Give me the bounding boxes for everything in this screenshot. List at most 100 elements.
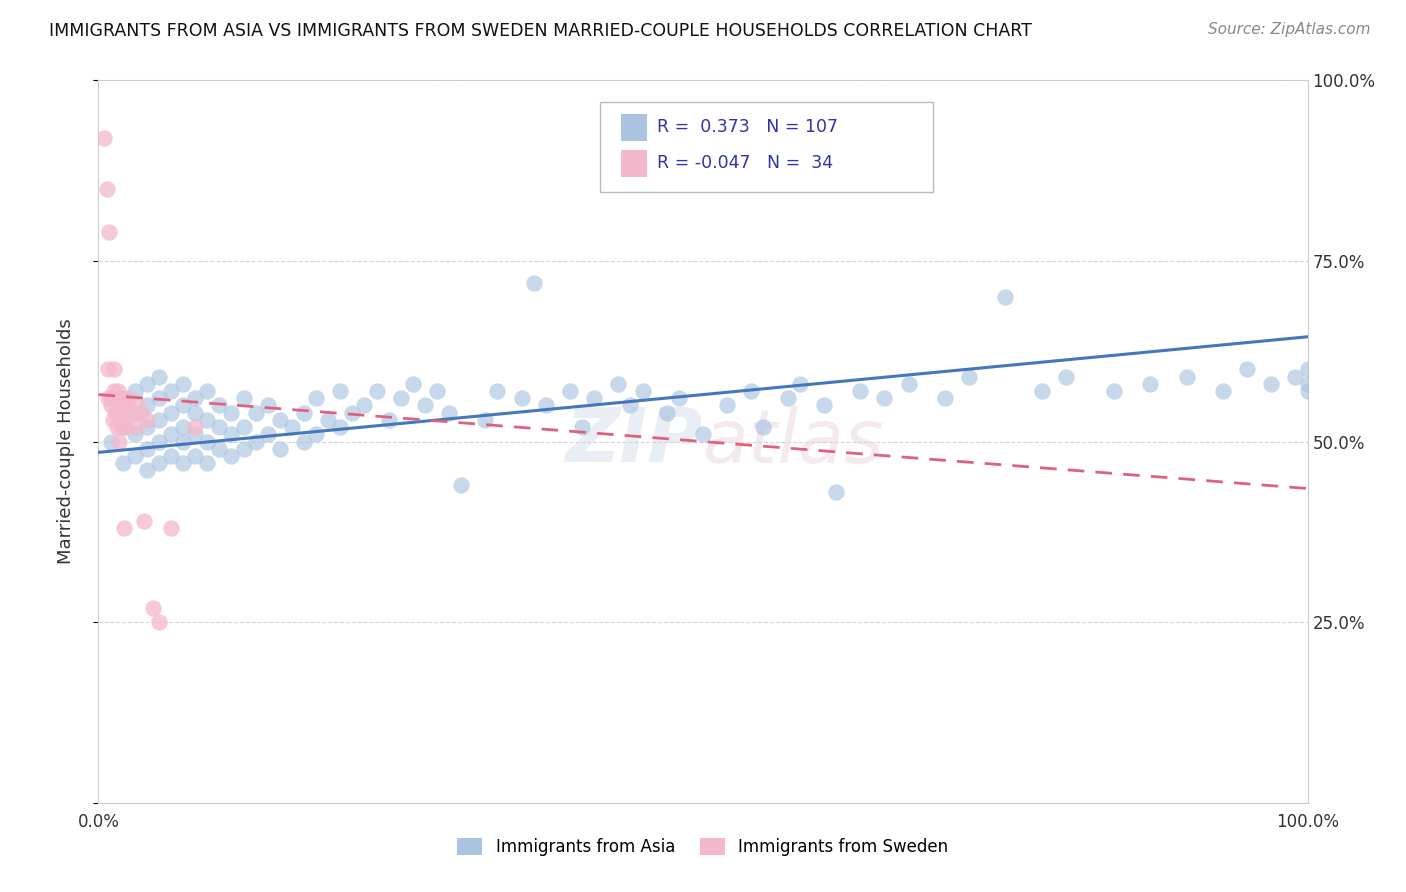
Point [208,420,231,434]
Point [329,420,352,434]
Point [849,384,872,398]
Text: R = -0.047   N =  34: R = -0.047 N = 34 [657,154,834,172]
Point [112,521,135,535]
Point [305,427,328,442]
Point [269,413,291,427]
Point [110,420,132,434]
Point [692,427,714,442]
Text: ZIP: ZIP [565,405,703,478]
Point [100,398,122,412]
Point [221,406,243,420]
Point [366,384,388,398]
Point [97,362,120,376]
Point [897,376,920,391]
Point [111,391,134,405]
Point [232,442,254,456]
Point [124,420,146,434]
Point [776,391,799,405]
Point [100,391,122,405]
Point [103,362,125,376]
Point [135,413,157,427]
Point [135,376,157,391]
Point [1175,369,1198,384]
Point [148,369,170,384]
Point [111,456,134,470]
Point [329,384,352,398]
Point [184,406,207,420]
Point [172,420,194,434]
Point [402,376,425,391]
Point [105,420,128,434]
Point [474,413,496,427]
Text: IMMIGRANTS FROM ASIA VS IMMIGRANTS FROM SWEDEN MARRIED-COUPLE HOUSEHOLDS CORRELA: IMMIGRANTS FROM ASIA VS IMMIGRANTS FROM … [49,22,1032,40]
Point [195,413,218,427]
Point [184,449,207,463]
Point [1296,376,1319,391]
Text: Source: ZipAtlas.com: Source: ZipAtlas.com [1208,22,1371,37]
Point [413,398,436,412]
Point [103,384,125,398]
Point [148,391,170,405]
Point [716,398,738,412]
Point [135,420,157,434]
Point [1212,384,1234,398]
FancyBboxPatch shape [600,102,932,193]
Point [1236,362,1258,376]
Point [245,406,267,420]
Point [105,391,128,405]
Point [184,427,207,442]
Point [101,413,124,427]
Point [111,406,134,420]
Point [208,442,231,456]
Point [353,398,375,412]
Point [342,406,364,420]
Point [510,391,533,405]
Point [389,391,412,405]
Point [115,420,138,434]
Point [142,600,165,615]
Point [104,406,127,420]
Point [93,131,115,145]
Point [160,384,183,398]
Point [740,384,762,398]
Point [160,406,183,420]
Point [957,369,980,384]
Point [195,456,218,470]
Point [124,384,146,398]
Point [1296,362,1319,376]
Point [256,398,278,412]
Point [134,514,156,528]
Point [825,485,848,500]
Point [292,406,315,420]
Point [269,442,291,456]
Point [114,398,136,412]
Point [148,434,170,449]
Point [292,434,315,449]
Point [96,182,118,196]
Point [111,420,134,434]
Point [450,478,472,492]
Text: atlas: atlas [703,406,884,477]
Point [120,406,142,420]
FancyBboxPatch shape [621,113,647,141]
Point [98,225,121,239]
Point [789,376,811,391]
Point [523,276,546,290]
Point [873,391,896,405]
Point [534,398,557,412]
Point [655,406,678,420]
Point [558,384,581,398]
Point [172,376,194,391]
Legend: Immigrants from Asia, Immigrants from Sweden: Immigrants from Asia, Immigrants from Sw… [451,831,955,863]
Point [160,449,183,463]
Point [583,391,606,405]
Y-axis label: Married-couple Households: Married-couple Households [56,318,75,565]
Point [232,391,254,405]
Point [195,384,218,398]
Point [934,391,956,405]
Point [148,615,170,630]
Point [160,427,183,442]
Point [437,406,460,420]
Point [208,398,231,412]
Point [281,420,304,434]
